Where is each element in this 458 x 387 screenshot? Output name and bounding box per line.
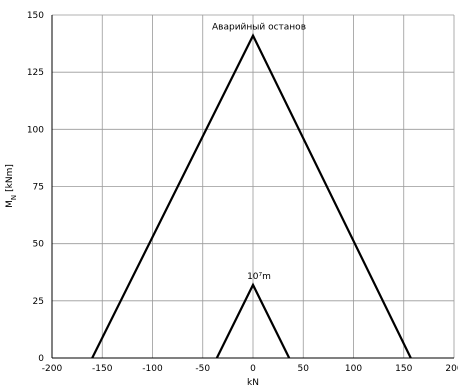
- y-axis-label: MN [kNm]: [5, 164, 18, 208]
- y-tick-label: 100: [27, 125, 44, 135]
- line: [215, 282, 291, 359]
- y-tick-label: 125: [27, 68, 44, 78]
- x-tick-label: -50: [195, 364, 210, 374]
- x-tick-label: -200: [42, 364, 63, 374]
- x-tick-label: 150: [395, 364, 412, 374]
- annotation: Аварийный останов: [212, 23, 306, 33]
- y-tick-label: 75: [33, 183, 44, 193]
- y-label-main: M: [5, 200, 15, 208]
- x-tick-label: 50: [298, 364, 310, 374]
- y-label-sub: N: [10, 195, 18, 200]
- annotation: 10⁷m: [247, 272, 271, 282]
- line: [91, 33, 412, 359]
- x-tick-label: -150: [92, 364, 113, 374]
- x-tick-label: 100: [345, 364, 362, 374]
- x-tick-label: -100: [142, 364, 163, 374]
- x-tick-label: 0: [250, 364, 256, 374]
- y-label-unit: [kNm]: [5, 164, 15, 192]
- x-axis-label: kN: [247, 378, 259, 387]
- y-tick-label: 150: [27, 11, 44, 21]
- y-tick-label: 50: [33, 240, 45, 250]
- y-tick-label: 25: [33, 297, 44, 307]
- x-tick-label: 200: [445, 364, 458, 374]
- y-tick-label: 0: [38, 354, 44, 364]
